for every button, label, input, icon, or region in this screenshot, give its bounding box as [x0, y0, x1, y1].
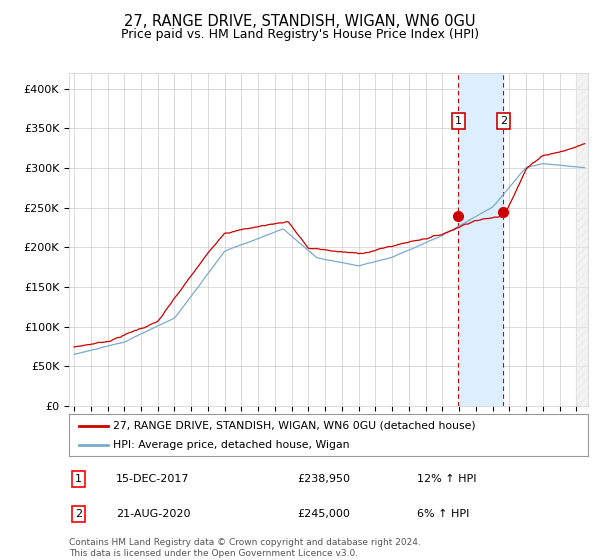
Text: HPI: Average price, detached house, Wigan: HPI: Average price, detached house, Wiga… — [113, 440, 350, 450]
Text: Contains HM Land Registry data © Crown copyright and database right 2024.
This d: Contains HM Land Registry data © Crown c… — [69, 538, 421, 558]
Text: £238,950: £238,950 — [298, 474, 350, 484]
Text: Price paid vs. HM Land Registry's House Price Index (HPI): Price paid vs. HM Land Registry's House … — [121, 28, 479, 41]
Text: 2: 2 — [500, 116, 507, 126]
Text: 1: 1 — [455, 116, 462, 126]
Text: 15-DEC-2017: 15-DEC-2017 — [116, 474, 189, 484]
Text: £245,000: £245,000 — [298, 509, 350, 519]
Text: 21-AUG-2020: 21-AUG-2020 — [116, 509, 190, 519]
Text: 12% ↑ HPI: 12% ↑ HPI — [417, 474, 476, 484]
Text: 27, RANGE DRIVE, STANDISH, WIGAN, WN6 0GU: 27, RANGE DRIVE, STANDISH, WIGAN, WN6 0G… — [124, 14, 476, 29]
Text: 6% ↑ HPI: 6% ↑ HPI — [417, 509, 469, 519]
Bar — [458, 73, 503, 406]
Text: 27, RANGE DRIVE, STANDISH, WIGAN, WN6 0GU (detached house): 27, RANGE DRIVE, STANDISH, WIGAN, WN6 0G… — [113, 421, 476, 431]
Text: 1: 1 — [75, 474, 82, 484]
Bar — [576, 73, 588, 406]
Text: 2: 2 — [75, 509, 82, 519]
